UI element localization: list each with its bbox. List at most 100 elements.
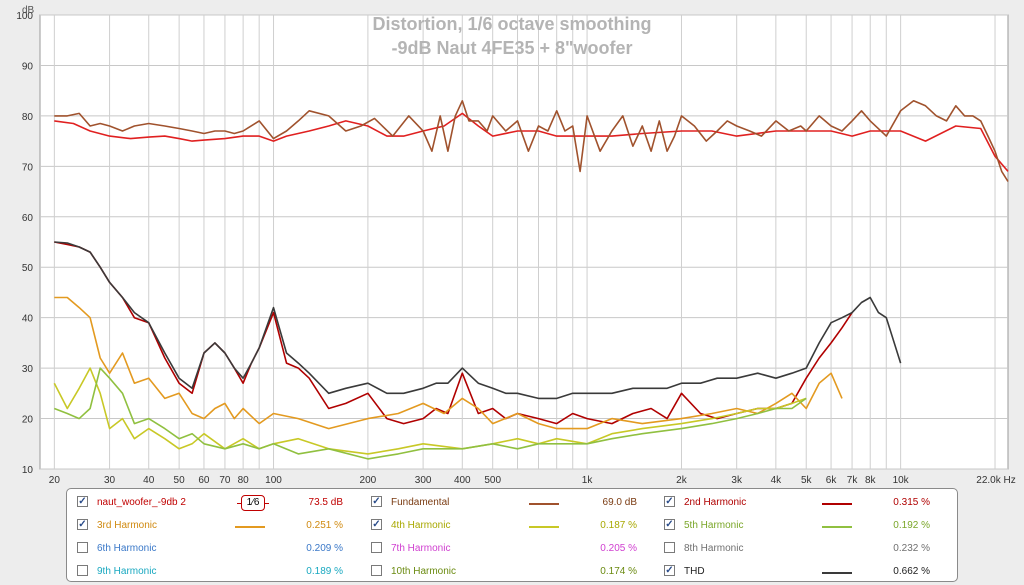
legend-item: ✓ THD 0.662 % — [664, 562, 954, 582]
legend-item: 6th Harmonic 0.209 % — [77, 539, 367, 559]
legend-item: ✓ 5th Harmonic 0.192 % — [664, 516, 954, 536]
legend-checkbox[interactable]: ✓ — [77, 496, 88, 507]
legend-label: 6th Harmonic — [97, 543, 157, 554]
legend-line-swatch — [529, 503, 559, 505]
series-line-5th-harmonic — [54, 367, 807, 460]
legend-label: 3rd Harmonic — [97, 520, 158, 531]
legend-checkbox[interactable]: ✓ — [664, 519, 675, 530]
x-tick-label: 6k — [826, 475, 838, 486]
legend-label: 2nd Harmonic — [684, 497, 747, 508]
x-tick-label: 100 — [265, 475, 282, 486]
legend-label: 7th Harmonic — [391, 543, 451, 554]
distortion-chart: 10 20 30 40 50 60 70 80 90 100 20 30 40 50 60 70 80 100 2… — [16, 5, 1016, 486]
legend-checkbox[interactable] — [77, 542, 88, 553]
legend-item: 9th Harmonic 0.189 % — [77, 562, 367, 582]
legend-value: 0.189 % — [306, 566, 343, 577]
plot-area — [39, 14, 1009, 470]
y-tick-label: 90 — [22, 61, 34, 72]
x-tick-label: 10k — [893, 475, 910, 486]
legend-checkbox[interactable]: ✓ — [664, 565, 675, 576]
legend-value: 0.251 % — [306, 520, 343, 531]
legend-checkbox[interactable]: ✓ — [77, 519, 88, 530]
y-tick-label: 100 — [16, 11, 33, 22]
series-line-3rd-harmonic — [54, 296, 843, 430]
legend-line-swatch — [822, 572, 852, 574]
legend-checkbox[interactable] — [371, 542, 382, 553]
y-axis-label: dB — [22, 5, 35, 16]
legend-checkbox[interactable] — [371, 565, 382, 576]
y-tick-label: 10 — [22, 465, 34, 476]
x-tick-label: 40 — [143, 475, 155, 486]
x-tick-label: 70 — [219, 475, 231, 486]
x-tick-label: 30 — [104, 475, 116, 486]
legend-label: naut_woofer_-9db 2 — [97, 497, 186, 508]
legend-label: Fundamental — [391, 497, 450, 508]
smoothing-line-left — [237, 503, 241, 504]
x-tick-label: 1k — [582, 475, 594, 486]
legend-checkbox[interactable] — [664, 542, 675, 553]
legend-label: 4th Harmonic — [391, 520, 451, 531]
legend-label: 8th Harmonic — [684, 543, 744, 554]
legend-line-swatch — [529, 526, 559, 528]
legend-item: ✓ 3rd Harmonic 0.251 % — [77, 516, 367, 536]
x-tick-label: 4k — [771, 475, 783, 486]
legend-value: 0.192 % — [893, 520, 930, 531]
series-line-naut-woofer-9db-2 — [54, 112, 1009, 172]
y-tick-label: 60 — [22, 213, 34, 224]
series-line-thd — [54, 241, 902, 400]
series-line-fundamental — [54, 100, 1009, 182]
legend-checkbox[interactable] — [77, 565, 88, 576]
legend-item: ✓ naut_woofer_-9db 2 1⁄6 73.5 dB — [77, 493, 367, 513]
y-tick-label: 50 — [22, 263, 34, 274]
legend-value: 0.232 % — [893, 543, 930, 554]
x-tick-label: 400 — [454, 475, 471, 486]
x-tick-label: 500 — [484, 475, 501, 486]
series-group — [53, 100, 1009, 460]
legend-value: 0.205 % — [600, 543, 637, 554]
x-tick-label: 60 — [198, 475, 210, 486]
legend-value: 0.209 % — [306, 543, 343, 554]
x-tick-label: 20 — [49, 475, 61, 486]
y-tick-label: 30 — [22, 364, 34, 375]
legend-label: THD — [684, 566, 705, 577]
x-tick-label: 300 — [415, 475, 432, 486]
legend-value: 0.315 % — [893, 497, 930, 508]
chart-subtitle: -9dB Naut 4FE35 + 8"woofer — [391, 38, 632, 58]
legend-label: 9th Harmonic — [97, 566, 157, 577]
legend-value: 69.0 dB — [602, 497, 637, 508]
smoothing-indicator[interactable]: 1⁄6 — [241, 495, 265, 511]
legend-checkbox[interactable]: ✓ — [371, 519, 382, 530]
legend-line-swatch — [822, 503, 852, 505]
legend-checkbox[interactable]: ✓ — [371, 496, 382, 507]
chart-title: Distortion, 1/6 octave smoothing — [372, 14, 651, 34]
x-tick-label: 8k — [865, 475, 877, 486]
y-tick-label: 70 — [22, 162, 34, 173]
x-tick-label: 50 — [174, 475, 186, 486]
legend-item: 7th Harmonic 0.205 % — [371, 539, 661, 559]
legend-value: 73.5 dB — [308, 497, 343, 508]
y-tick-label: 80 — [22, 112, 34, 123]
x-tick-label: 7k — [847, 475, 859, 486]
legend-value: 0.174 % — [600, 566, 637, 577]
legend-item: ✓ 2nd Harmonic 0.315 % — [664, 493, 954, 513]
x-tick-label: 5k — [801, 475, 813, 486]
x-tick-labels: 20 30 40 50 60 70 80 100 200 300 400 500 1k 2k 3k 4k 5k 6… — [49, 475, 1016, 486]
legend-item: ✓ Fundamental 69.0 dB — [371, 493, 661, 513]
y-tick-labels: 10 20 30 40 50 60 70 80 90 100 — [16, 11, 33, 476]
y-tick-label: 20 — [22, 415, 34, 426]
legend-line-swatch — [235, 526, 265, 528]
y-tick-label: 40 — [22, 314, 34, 325]
legend-item: ✓ 4th Harmonic 0.187 % — [371, 516, 661, 536]
x-tick-label: 22.0k Hz — [976, 475, 1015, 486]
x-tick-label: 3k — [731, 475, 743, 486]
x-tick-label: 2k — [676, 475, 688, 486]
legend-value: 0.662 % — [893, 566, 930, 577]
legend-checkbox[interactable]: ✓ — [664, 496, 675, 507]
legend-value: 0.187 % — [600, 520, 637, 531]
smoothing-line-right — [265, 503, 269, 504]
legend-panel: ✓ naut_woofer_-9db 2 1⁄6 73.5 dB ✓ Fundamenta… — [66, 488, 958, 582]
legend-item: 10th Harmonic 0.174 % — [371, 562, 661, 582]
legend-label: 5th Harmonic — [684, 520, 744, 531]
legend-label: 10th Harmonic — [391, 566, 457, 577]
legend-line-swatch — [822, 526, 852, 528]
